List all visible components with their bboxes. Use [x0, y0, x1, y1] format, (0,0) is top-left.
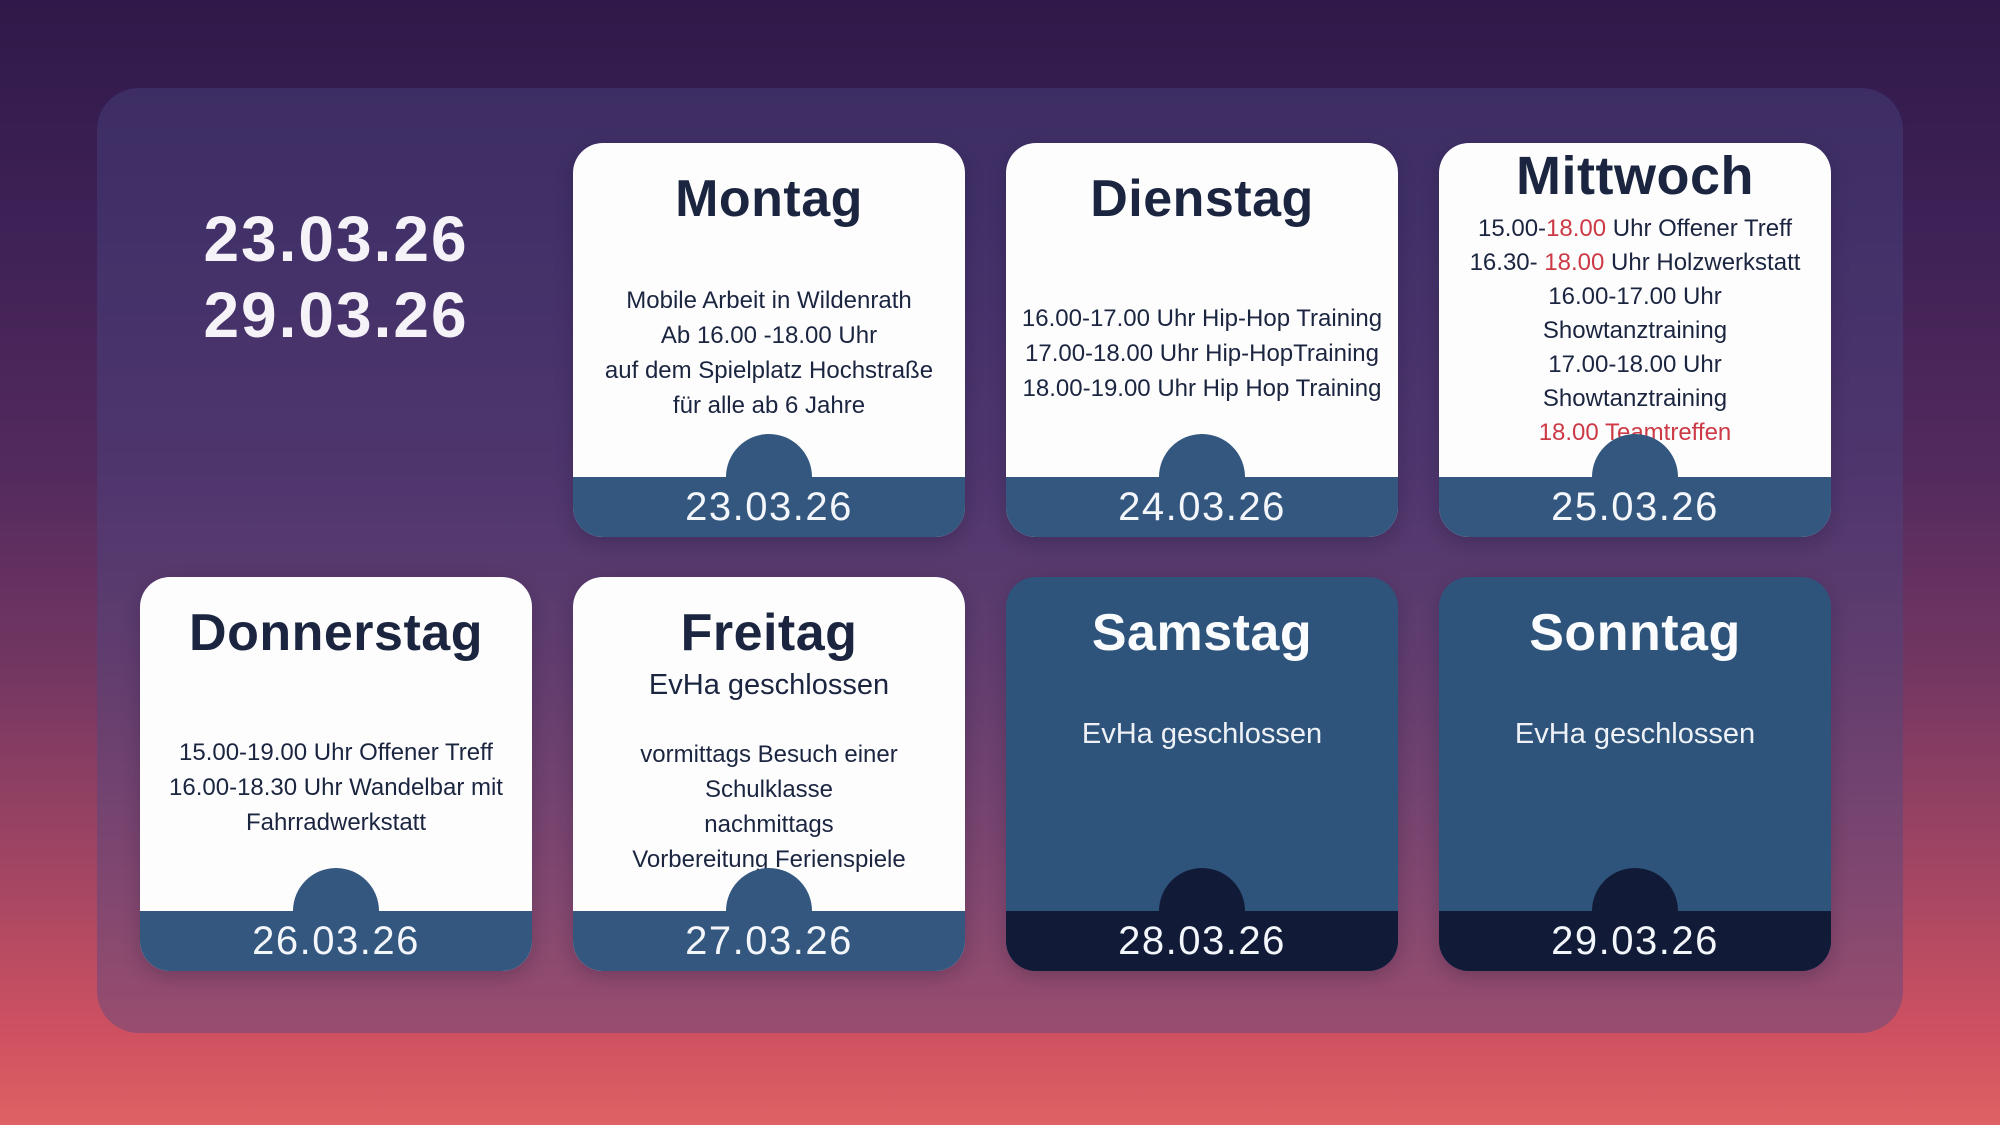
footer-notch	[1159, 868, 1245, 911]
day-title: Montag	[675, 170, 863, 228]
schedule-body: Mobile Arbeit in Wildenrath Ab 16.00 -18.…	[605, 283, 933, 423]
schedule-text: EvHa geschlossen	[1514, 718, 1756, 750]
schedule-text: 16.00-18.30 Uhr Wandelbar mit	[169, 773, 503, 801]
schedule-body: 15.00-19.00 Uhr Offener Treff 16.00-18.30…	[169, 735, 503, 840]
footer-date: 28.03.26	[1118, 918, 1286, 963]
date-footer: 29.03.26	[1439, 911, 1831, 971]
schedule-line: EvHa geschlossen	[1082, 717, 1322, 752]
schedule-text-red: 18.00	[1546, 215, 1607, 242]
schedule-text: Fahrradwerkstatt	[245, 808, 427, 836]
day-subtitle: EvHa geschlossen	[648, 669, 890, 701]
date-footer: 25.03.26	[1439, 477, 1831, 537]
schedule-line: Schulklasse	[632, 772, 906, 807]
schedule-text: EvHa geschlossen	[1081, 718, 1323, 750]
day-title: Mittwoch	[1516, 146, 1754, 206]
day-card-dienstag: Dienstag 16.00-17.00 Uhr Hip-Hop Training…	[1006, 143, 1398, 537]
week-start-date: 23.03.26	[203, 203, 469, 275]
schedule-line: EvHa geschlossen	[1515, 717, 1755, 752]
schedule-line: 18.00-19.00 Uhr Hip Hop Training	[1022, 371, 1382, 406]
schedule-grid: 23.03.26 29.03.26 Montag Mobile Arbeit in…	[140, 143, 1831, 971]
schedule-text: 16.00-17.00 Uhr Hip-Hop Training	[1021, 304, 1383, 332]
day-title: Dienstag	[1090, 170, 1314, 228]
schedule-line: 16.00-17.00 Uhr Hip-Hop Training	[1022, 301, 1382, 336]
date-footer: 24.03.26	[1006, 477, 1398, 537]
schedule-line: 16.30- 18.00 Uhr Holzwerkstatt	[1470, 246, 1801, 280]
schedule-text: 17.00-18.00 Uhr Hip-HopTraining	[1025, 339, 1379, 367]
footer-date: 29.03.26	[1551, 918, 1719, 963]
day-card-mittwoch: Mittwoch 15.00-18.00 Uhr Offener Treff 16.…	[1439, 143, 1831, 537]
schedule-line: Ab 16.00 -18.00 Uhr	[605, 318, 933, 353]
schedule-line: auf dem Spielplatz Hochstraße	[605, 353, 933, 388]
footer-date: 23.03.26	[685, 484, 853, 529]
day-title: Freitag	[680, 604, 858, 662]
day-card-samstag: Samstag EvHa geschlossen 28.03.26	[1006, 577, 1398, 971]
schedule-text: 16.00-17.00 Uhr	[1548, 283, 1722, 310]
footer-notch	[1592, 868, 1678, 911]
schedule-line: nachmittags	[632, 807, 906, 842]
footer-notch	[293, 868, 379, 911]
day-title: Samstag	[1091, 604, 1313, 662]
schedule-text: nachmittags	[704, 810, 834, 838]
date-footer: 27.03.26	[573, 911, 965, 971]
schedule-text: 15.00-	[1478, 215, 1547, 242]
schedule-line: 16.00-17.00 Uhr	[1470, 280, 1801, 314]
schedule-line: vormittags Besuch einer	[632, 737, 906, 772]
schedule-line: 17.00-18.00 Uhr Hip-HopTraining	[1022, 336, 1382, 371]
schedule-line: 17.00-18.00 Uhr	[1470, 348, 1801, 382]
day-title: Donnerstag	[189, 604, 483, 662]
date-footer: 28.03.26	[1006, 911, 1398, 971]
schedule-line: 15.00-18.00 Uhr Offener Treff	[1470, 212, 1801, 246]
schedule-text: Showtanztraining	[1542, 385, 1728, 412]
schedule-text: 16.30-	[1469, 249, 1545, 276]
schedule-body: 16.00-17.00 Uhr Hip-Hop Training 17.00-18…	[1022, 301, 1382, 406]
week-end-date: 29.03.26	[203, 279, 469, 351]
schedule-text-red: 18.00	[1544, 249, 1605, 276]
day-card-freitag: Freitag EvHa geschlossen vormittags Besuch…	[573, 577, 965, 971]
schedule-line: Mobile Arbeit in Wildenrath	[605, 283, 933, 318]
schedule-text: Uhr Offener Treff	[1606, 215, 1792, 242]
footer-notch	[1159, 434, 1245, 477]
schedule-text: auf dem Spielplatz Hochstraße	[604, 357, 934, 384]
schedule-text: 17.00-18.00 Uhr	[1548, 351, 1722, 378]
schedule-text: Uhr Holzwerkstatt	[1604, 249, 1801, 276]
schedule-text: 18.00-19.00 Uhr Hip Hop Training	[1022, 374, 1382, 402]
schedule-text: Mobile Arbeit in Wildenrath	[626, 287, 912, 314]
schedule-text: 15.00-19.00 Uhr Offener Treff	[179, 738, 493, 766]
schedule-body: EvHa geschlossen	[1515, 717, 1755, 752]
schedule-text: Schulklasse	[704, 775, 834, 803]
schedule-text: Ab 16.00 -18.00 Uhr	[660, 322, 878, 349]
schedule-line: Showtanztraining	[1470, 382, 1801, 416]
day-card-sonntag: Sonntag EvHa geschlossen 29.03.26	[1439, 577, 1831, 971]
footer-date: 26.03.26	[252, 918, 420, 963]
schedule-body: EvHa geschlossen	[1082, 717, 1322, 752]
date-footer: 26.03.26	[140, 911, 532, 971]
week-date-range: 23.03.26 29.03.26	[140, 201, 532, 537]
day-card-donnerstag: Donnerstag 15.00-19.00 Uhr Offener Treff 1…	[140, 577, 532, 971]
day-title: Sonntag	[1529, 604, 1741, 662]
footer-date: 24.03.26	[1118, 484, 1286, 529]
schedule-text: für alle ab 6 Jahre	[672, 392, 866, 419]
schedule-line: Showtanztraining	[1470, 314, 1801, 348]
schedule-line: Fahrradwerkstatt	[169, 805, 503, 840]
day-card-montag: Montag Mobile Arbeit in Wildenrath Ab 16.0…	[573, 143, 965, 537]
schedule-body: vormittags Besuch einer Schulklasse nachmi…	[632, 737, 906, 877]
schedule-line: 15.00-19.00 Uhr Offener Treff	[169, 735, 503, 770]
schedule-body: 15.00-18.00 Uhr Offener Treff 16.30- 18.0…	[1470, 212, 1801, 450]
footer-date: 27.03.26	[685, 918, 853, 963]
schedule-line: 16.00-18.30 Uhr Wandelbar mit	[169, 770, 503, 805]
footer-date: 25.03.26	[1551, 484, 1719, 529]
schedule-text: Showtanztraining	[1542, 317, 1728, 344]
schedule-text: vormittags Besuch einer	[640, 740, 898, 768]
date-footer: 23.03.26	[573, 477, 965, 537]
footer-notch	[726, 434, 812, 477]
schedule-line: für alle ab 6 Jahre	[605, 388, 933, 423]
